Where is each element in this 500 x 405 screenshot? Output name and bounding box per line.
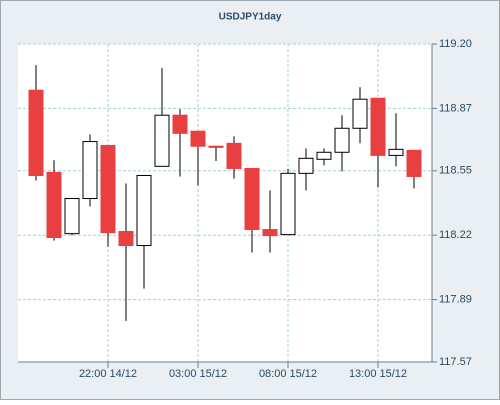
x-tick-label: 22:00 14/12 (79, 368, 137, 380)
candle-body (316, 151, 332, 160)
candle-body (406, 149, 422, 177)
candle-body (370, 97, 386, 156)
candle-body (136, 174, 152, 247)
x-tick-label: 08:00 15/12 (259, 368, 317, 380)
x-tick-label: 13:00 15/12 (349, 368, 407, 380)
candle-body (298, 157, 314, 174)
y-tick-label: 118.87 (439, 102, 472, 114)
candle-body (100, 144, 116, 234)
candle-body (280, 172, 296, 236)
y-tick-label: 118.22 (439, 229, 472, 241)
candle-body (64, 198, 80, 235)
chart-title: USDJPY1day (219, 12, 282, 23)
candle-body (154, 114, 170, 167)
x-tick-label: 03:00 15/12 (169, 368, 227, 380)
candle-body (190, 130, 206, 147)
candle-body (244, 167, 260, 231)
candle-body (118, 230, 134, 247)
candle-body (208, 145, 224, 148)
plot-area (18, 44, 432, 362)
candle-body (82, 141, 98, 200)
y-tick-label: 119.20 (439, 38, 472, 50)
candle-body (262, 229, 278, 237)
candle-body (388, 148, 404, 156)
candle-body (28, 89, 44, 176)
candle-body (226, 142, 242, 169)
y-tick-label: 117.89 (439, 293, 472, 305)
candle-body (334, 127, 350, 153)
candle-body (46, 171, 62, 239)
candle-body (172, 114, 188, 134)
y-tick-label: 118.55 (439, 165, 472, 177)
candle-body (352, 98, 368, 129)
y-tick-label: 117.57 (439, 356, 472, 368)
